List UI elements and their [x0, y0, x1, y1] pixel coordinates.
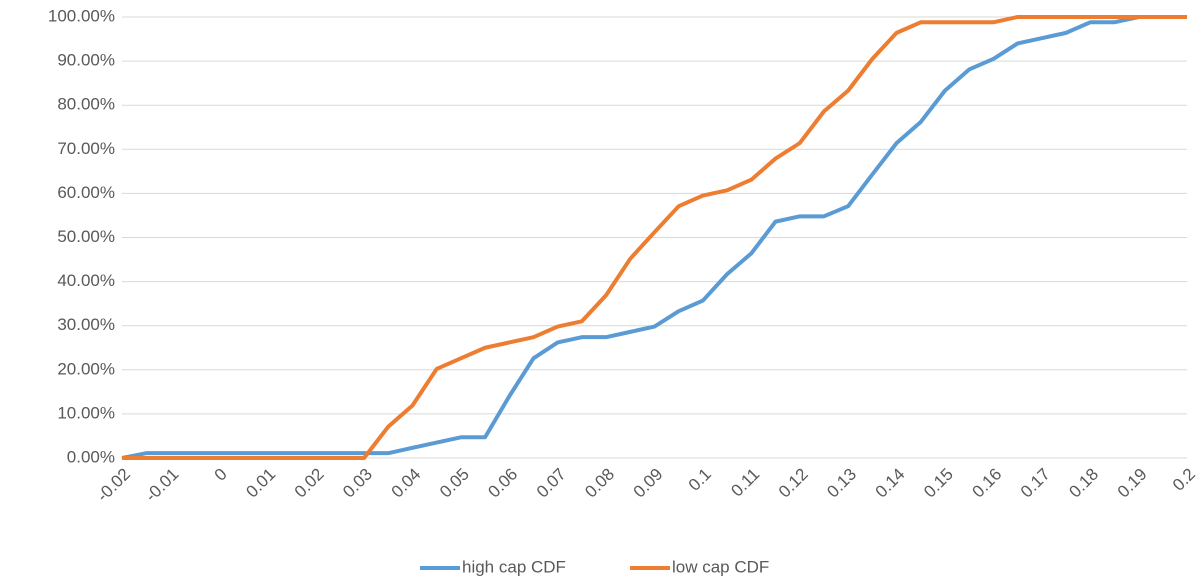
- x-tick-label: 0.12: [775, 465, 812, 502]
- x-tick-label: 0.09: [630, 465, 667, 502]
- x-tick-label: -0.02: [93, 465, 134, 506]
- x-tick-label: -0.01: [142, 465, 183, 506]
- y-tick-label: 100.00%: [48, 6, 115, 25]
- x-tick-label: 0.07: [533, 465, 570, 502]
- y-tick-label: 40.00%: [57, 271, 115, 290]
- x-tick-label: 0.1: [685, 465, 715, 495]
- x-tick-label: 0.18: [1065, 465, 1102, 502]
- y-tick-label: 30.00%: [57, 315, 115, 334]
- x-tick-label: 0.15: [920, 465, 957, 502]
- x-tick-label: 0.03: [339, 465, 376, 502]
- line-series: [122, 15, 1187, 460]
- legend-label: high cap CDF: [462, 557, 566, 576]
- y-tick-label: 0.00%: [67, 447, 115, 466]
- x-tick-label: 0.11: [727, 465, 763, 501]
- x-tick-label: 0.13: [823, 465, 860, 502]
- x-tick-label: 0.04: [388, 465, 425, 502]
- x-tick-label: 0.17: [1017, 465, 1054, 502]
- x-tick-label: 0.02: [291, 465, 328, 502]
- y-tick-label: 20.00%: [57, 359, 115, 378]
- x-tick-label: 0: [211, 465, 231, 485]
- line-series: [121, 15, 1187, 460]
- x-tick-label: 0.19: [1114, 465, 1151, 502]
- y-tick-label: 70.00%: [57, 139, 115, 158]
- x-tick-label: 0.01: [242, 465, 279, 502]
- x-tick-label: 0.06: [484, 465, 521, 502]
- x-tick-label: 0.14: [872, 465, 909, 502]
- legend-label: low cap CDF: [672, 557, 769, 576]
- x-tick-label: 0.16: [969, 465, 1006, 502]
- y-tick-label: 50.00%: [57, 227, 115, 246]
- x-tick-label: 0.05: [436, 465, 473, 502]
- x-tick-label: 0.2: [1169, 465, 1199, 495]
- y-tick-label: 10.00%: [57, 403, 115, 422]
- y-tick-label: 90.00%: [57, 51, 115, 70]
- x-tick-label: 0.08: [581, 465, 618, 502]
- y-tick-label: 80.00%: [57, 95, 115, 114]
- y-tick-label: 60.00%: [57, 183, 115, 202]
